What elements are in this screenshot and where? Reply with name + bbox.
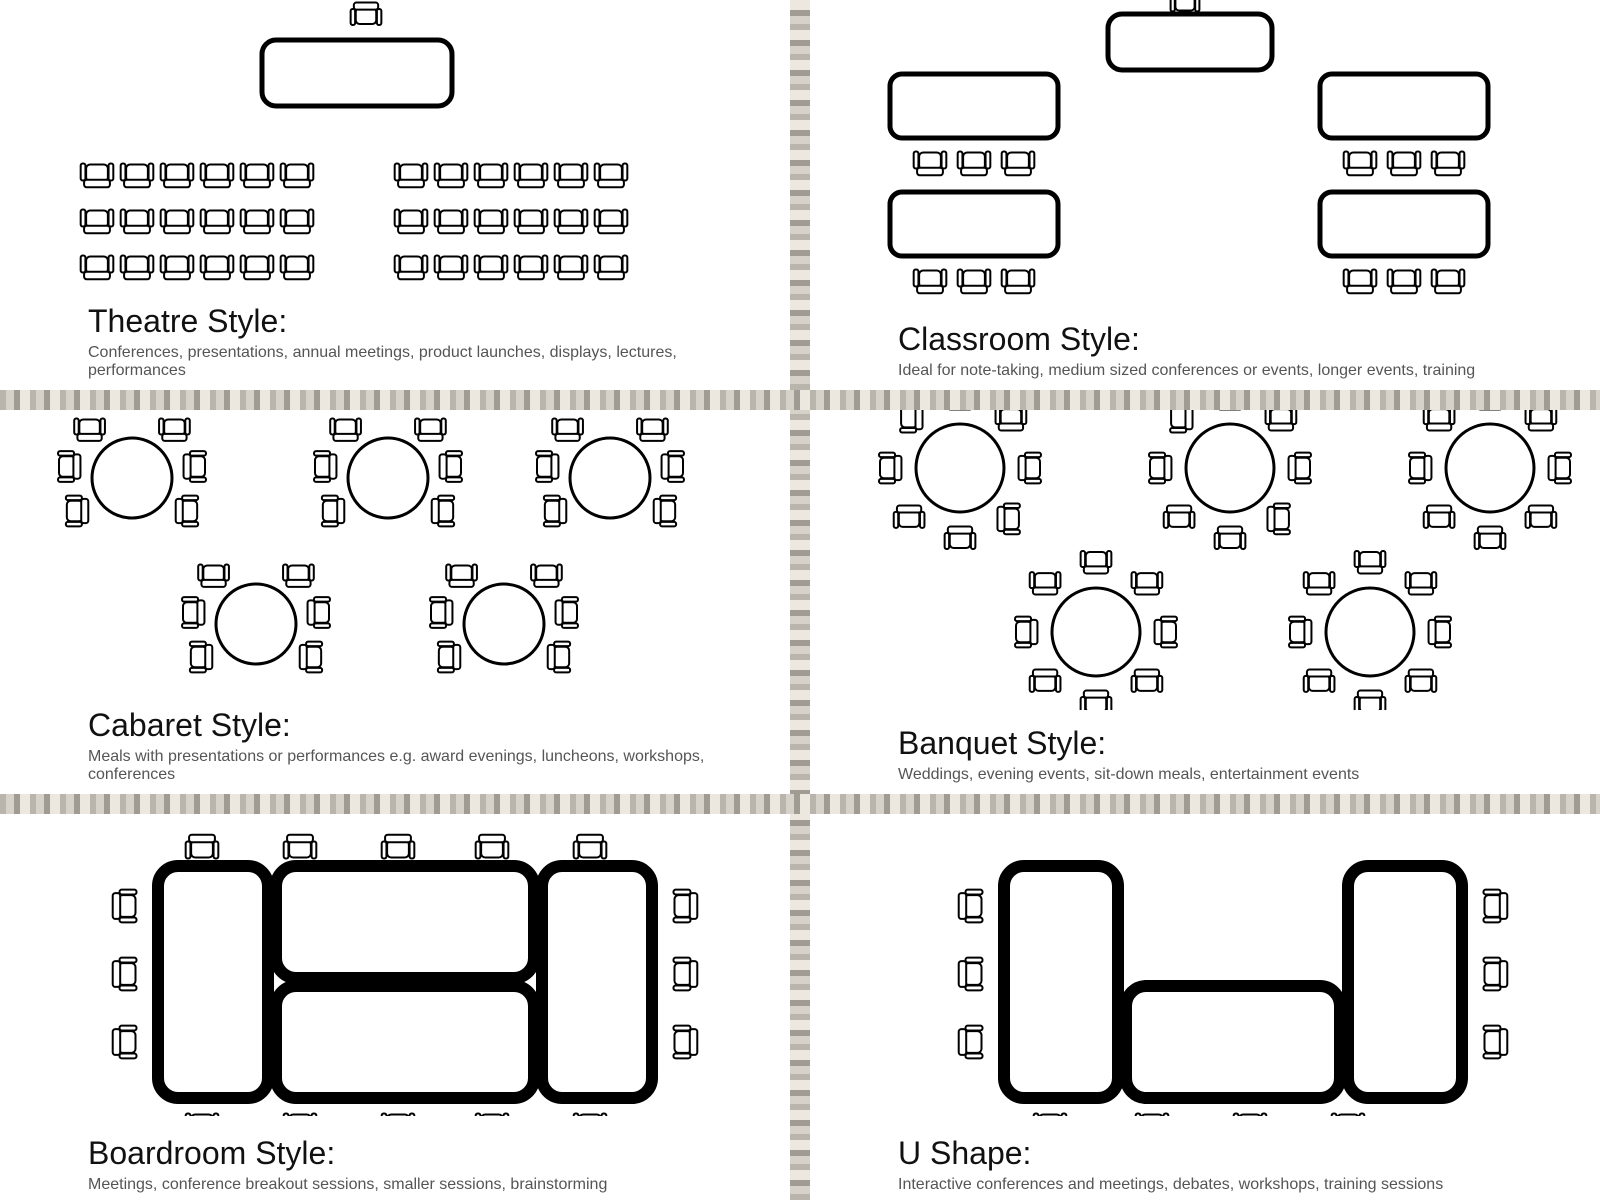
cabaret-title: Cabaret Style: bbox=[88, 707, 750, 744]
panel-theatre: Theatre Style: Conferences, presentations… bbox=[0, 0, 790, 390]
boardroom-title: Boardroom Style: bbox=[88, 1135, 750, 1172]
banquet-diagram bbox=[810, 410, 1600, 710]
banquet-title: Banquet Style: bbox=[898, 725, 1560, 762]
ushape-diagram bbox=[810, 814, 1600, 1116]
divider-horizontal-2 bbox=[0, 794, 1600, 814]
panel-boardroom: Boardroom Style: Meetings, conference bre… bbox=[0, 814, 790, 1200]
panel-ushape: U Shape: Interactive conferences and meet… bbox=[810, 814, 1600, 1200]
classroom-diagram bbox=[810, 0, 1600, 306]
boardroom-diagram bbox=[0, 814, 790, 1116]
ushape-title: U Shape: bbox=[898, 1135, 1560, 1172]
panel-banquet: Banquet Style: Weddings, evening events, … bbox=[810, 410, 1600, 794]
theatre-desc: Conferences, presentations, annual meeti… bbox=[88, 344, 750, 380]
divider-horizontal-1 bbox=[0, 390, 1600, 410]
panel-cabaret: Cabaret Style: Meals with presentations o… bbox=[0, 410, 790, 794]
panel-classroom: Classroom Style: Ideal for note-taking, m… bbox=[810, 0, 1600, 390]
cabaret-desc: Meals with presentations or performances… bbox=[88, 748, 750, 784]
classroom-title: Classroom Style: bbox=[898, 321, 1560, 358]
theatre-title: Theatre Style: bbox=[88, 303, 750, 340]
ushape-desc: Interactive conferences and meetings, de… bbox=[898, 1176, 1560, 1194]
divider-vertical bbox=[790, 0, 810, 1200]
boardroom-desc: Meetings, conference breakout sessions, … bbox=[88, 1176, 750, 1194]
theatre-diagram bbox=[0, 0, 790, 306]
cabaret-diagram bbox=[0, 410, 790, 710]
banquet-desc: Weddings, evening events, sit-down meals… bbox=[898, 766, 1560, 784]
classroom-desc: Ideal for note-taking, medium sized conf… bbox=[898, 362, 1560, 380]
